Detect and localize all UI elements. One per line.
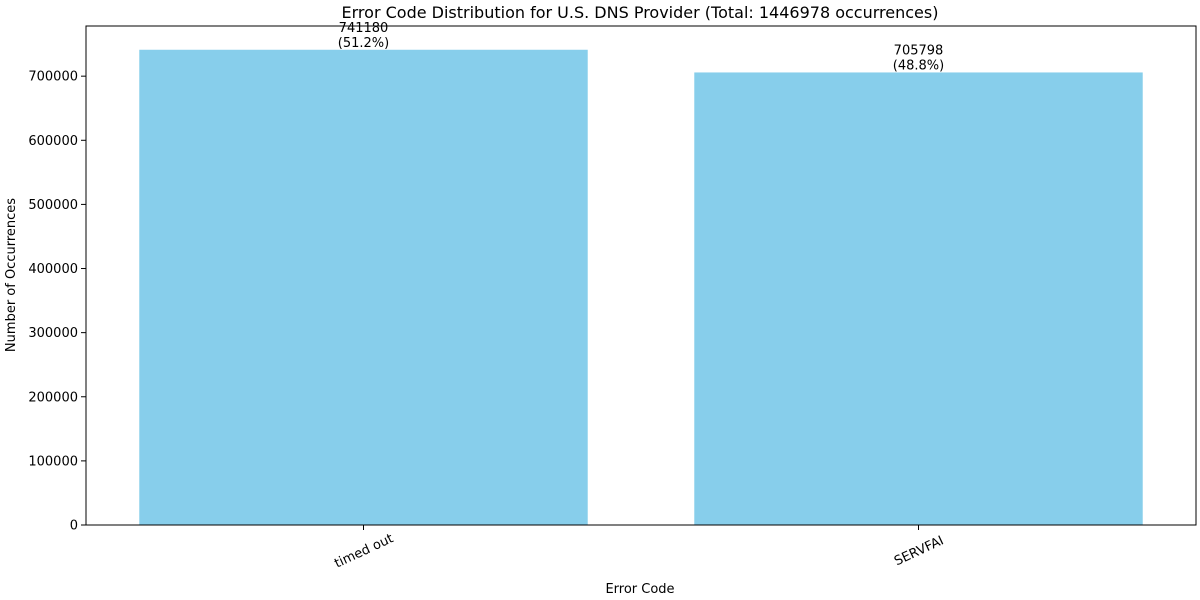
x-tick-label: timed out — [332, 531, 395, 571]
y-tick-label: 600000 — [28, 134, 78, 149]
chart-title: Error Code Distribution for U.S. DNS Pro… — [342, 3, 939, 22]
plot-frame — [85, 25, 1197, 526]
x-axis-label: Error Code — [605, 582, 674, 597]
bar-percent-label: (51.2%) — [338, 36, 389, 51]
y-tick-label: 500000 — [28, 198, 78, 213]
y-tick-label: 400000 — [28, 262, 78, 277]
bar-value-label: 705798 — [894, 43, 944, 58]
x-tick-label: SERVFAI — [892, 533, 946, 569]
bar — [694, 72, 1143, 525]
y-tick-label: 700000 — [28, 70, 78, 85]
y-tick-label: 0 — [70, 519, 78, 534]
bar — [139, 49, 588, 526]
y-axis-label: Number of Occurrences — [4, 198, 19, 352]
y-tick-label: 100000 — [28, 454, 78, 469]
bar-percent-label: (48.8%) — [893, 58, 944, 73]
y-tick-label: 300000 — [28, 326, 78, 341]
bar-value-label: 741180 — [339, 21, 389, 36]
y-tick-label: 200000 — [28, 390, 78, 405]
